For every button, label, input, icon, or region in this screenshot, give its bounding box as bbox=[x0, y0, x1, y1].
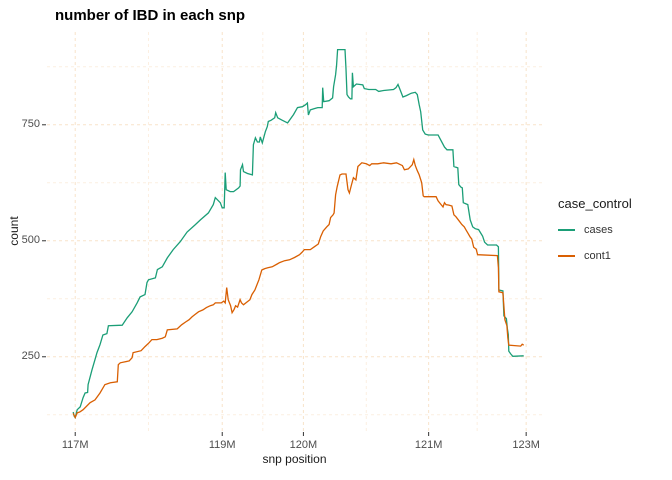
legend: case_control cases cont1 bbox=[558, 196, 670, 274]
series-line-cases bbox=[72, 48, 524, 419]
legend-label-cases: cases bbox=[584, 224, 613, 236]
series-line-cont1 bbox=[72, 157, 525, 420]
x-tick-label-119M: 119M bbox=[208, 439, 236, 451]
x-axis-title: snp position bbox=[262, 452, 327, 466]
cases-line-swatch bbox=[558, 229, 575, 231]
x-tick-label-123M: 123M bbox=[512, 439, 540, 451]
legend-item-cases: cases bbox=[558, 222, 670, 238]
x-tick-label-120M: 120M bbox=[289, 439, 318, 451]
y-axis-title: count bbox=[7, 216, 21, 246]
y-tick-label-750: 750 bbox=[21, 118, 40, 131]
x-tick-label-121M: 121M bbox=[414, 439, 443, 451]
x-tick-label-117M: 117M bbox=[61, 439, 89, 451]
legend-label-cont1: cont1 bbox=[584, 250, 611, 262]
cont1-line-swatch bbox=[558, 255, 575, 257]
legend-item-cont1: cont1 bbox=[558, 248, 670, 264]
legend-title: case_control bbox=[558, 196, 632, 211]
y-tick-label-500: 500 bbox=[21, 234, 40, 247]
y-tick-label-250: 250 bbox=[21, 350, 40, 363]
chart-title: number of IBD in each snp bbox=[55, 7, 246, 24]
